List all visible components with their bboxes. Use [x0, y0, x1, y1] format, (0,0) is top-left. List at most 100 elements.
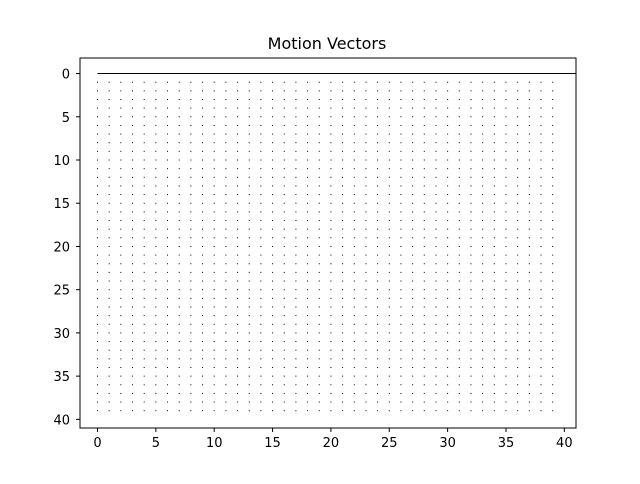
vector-point	[225, 124, 227, 126]
vector-point	[528, 228, 530, 230]
vector-point	[295, 168, 297, 170]
vector-point	[283, 332, 285, 334]
vector-point	[190, 142, 192, 144]
vector-point	[447, 271, 449, 273]
vector-point	[318, 90, 320, 92]
vector-point	[482, 211, 484, 213]
vector-point	[540, 159, 542, 161]
vector-point	[318, 245, 320, 247]
vector-point	[248, 81, 250, 83]
vector-point	[202, 81, 204, 83]
vector-point	[272, 410, 274, 412]
vector-point	[365, 99, 367, 100]
vector-point	[365, 323, 367, 325]
vector-point	[365, 185, 367, 187]
vector-point	[400, 237, 402, 239]
vector-point	[435, 245, 437, 247]
vector-point	[318, 150, 320, 152]
vector-point	[283, 202, 285, 204]
vector-point	[202, 107, 204, 109]
vector-point	[108, 81, 110, 83]
vector-point	[155, 332, 157, 334]
vector-point	[400, 401, 402, 403]
vector-point	[202, 142, 204, 144]
vector-point	[295, 297, 297, 299]
y-tick-label: 35	[53, 370, 70, 385]
vector-point	[283, 237, 285, 239]
vector-point	[365, 410, 367, 412]
vector-point	[353, 392, 355, 394]
vector-point	[260, 341, 262, 343]
vector-point	[167, 384, 169, 386]
vector-point	[505, 194, 507, 196]
vector-point	[423, 211, 425, 213]
vector-point	[435, 133, 437, 135]
vector-point	[342, 237, 344, 239]
vector-point	[272, 392, 274, 394]
vector-point	[412, 124, 414, 126]
vector-point	[470, 410, 472, 412]
plot-area	[97, 73, 576, 412]
vector-point	[423, 245, 425, 247]
vector-point	[120, 271, 122, 273]
vector-point	[412, 263, 414, 265]
vector-point	[528, 159, 530, 161]
vector-point	[202, 332, 204, 334]
vector-point	[505, 384, 507, 386]
vector-point	[97, 332, 99, 334]
vector-point	[260, 366, 262, 368]
vector-point	[318, 228, 320, 230]
vector-point	[213, 358, 215, 360]
vector-point	[540, 90, 542, 92]
vector-point	[120, 220, 122, 222]
vector-point	[400, 341, 402, 343]
vector-point	[108, 185, 110, 187]
vector-point	[447, 315, 449, 317]
vector-point	[423, 133, 425, 135]
vector-point	[318, 358, 320, 360]
vector-point	[283, 107, 285, 109]
vector-point	[190, 341, 192, 343]
vector-point	[423, 349, 425, 351]
vector-point	[505, 315, 507, 317]
vector-point	[330, 341, 332, 343]
vector-point	[190, 332, 192, 334]
vector-point	[155, 237, 157, 239]
vector-point	[540, 297, 542, 299]
vector-point	[388, 81, 390, 83]
vector-point	[528, 116, 530, 118]
vector-point	[295, 159, 297, 161]
vector-point	[517, 220, 519, 222]
vector-point	[377, 289, 379, 291]
vector-point	[272, 323, 274, 325]
vector-point	[143, 185, 145, 187]
vector-point	[482, 176, 484, 178]
vector-point	[435, 176, 437, 178]
vector-point	[132, 289, 134, 291]
vector-point	[388, 194, 390, 196]
vector-point	[190, 349, 192, 351]
x-tick-label: 15	[264, 436, 281, 451]
vector-point	[517, 366, 519, 368]
vector-point	[342, 245, 344, 247]
vector-point	[505, 107, 507, 109]
vector-point	[330, 392, 332, 394]
vector-point	[97, 220, 99, 222]
vector-point	[482, 280, 484, 282]
vector-point	[237, 341, 239, 343]
vector-point	[447, 237, 449, 239]
vector-point	[260, 375, 262, 377]
vector-point	[365, 116, 367, 118]
vector-point	[190, 194, 192, 196]
vector-point	[552, 332, 554, 334]
vector-point	[237, 185, 239, 187]
vector-point	[155, 211, 157, 213]
vector-point	[318, 263, 320, 265]
vector-point	[143, 306, 145, 308]
vector-point	[248, 220, 250, 222]
vector-point	[190, 202, 192, 204]
vector-point	[272, 280, 274, 282]
vector-point	[342, 315, 344, 317]
vector-point	[388, 133, 390, 135]
vector-point	[307, 168, 309, 170]
